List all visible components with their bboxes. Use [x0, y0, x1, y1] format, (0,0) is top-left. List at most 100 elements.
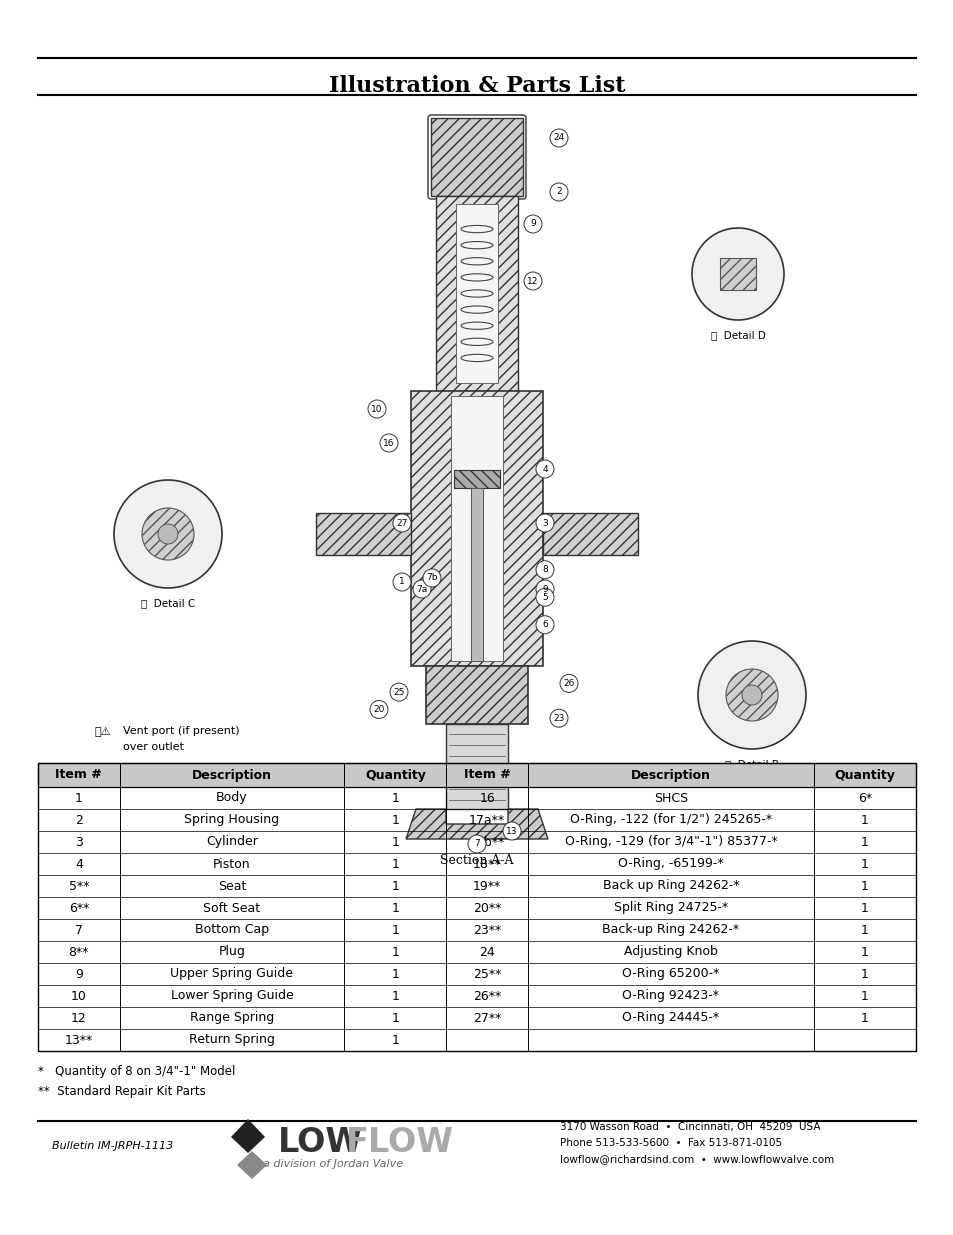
Circle shape: [536, 561, 554, 579]
Bar: [471, 488, 482, 661]
Text: Return Spring: Return Spring: [189, 1034, 274, 1046]
Text: Description: Description: [630, 768, 710, 782]
Text: Cylinder: Cylinder: [206, 836, 257, 848]
Text: 20**: 20**: [473, 902, 501, 914]
Text: 18**: 18**: [473, 857, 501, 871]
Text: a division of Jordan Valve: a division of Jordan Valve: [263, 1158, 402, 1170]
Text: *   Quantity of 8 on 3/4"-1" Model: * Quantity of 8 on 3/4"-1" Model: [38, 1065, 235, 1078]
Text: Section A-A: Section A-A: [439, 853, 514, 867]
Circle shape: [536, 580, 554, 598]
Text: 1: 1: [391, 924, 399, 936]
Text: 1: 1: [75, 792, 83, 804]
Text: Soft Seat: Soft Seat: [203, 902, 260, 914]
Text: Ⓢ⚠: Ⓢ⚠: [95, 726, 112, 736]
Circle shape: [523, 215, 541, 233]
Text: 12: 12: [527, 277, 538, 285]
Text: 1: 1: [391, 967, 399, 981]
Circle shape: [502, 823, 520, 840]
Text: Bottom Cap: Bottom Cap: [194, 924, 269, 936]
Text: 1: 1: [861, 946, 868, 958]
Text: 9: 9: [541, 584, 547, 594]
Circle shape: [393, 514, 411, 532]
Bar: [451, 396, 502, 661]
Text: 7b: 7b: [426, 573, 437, 583]
Circle shape: [550, 128, 567, 147]
Text: 3: 3: [75, 836, 83, 848]
Text: 8: 8: [541, 566, 547, 574]
Text: 5: 5: [541, 593, 547, 601]
Circle shape: [536, 588, 554, 606]
Circle shape: [550, 709, 567, 727]
Text: 1: 1: [398, 578, 404, 587]
Text: 6: 6: [541, 620, 547, 630]
Text: 2: 2: [556, 188, 561, 196]
Text: 3170 Wasson Road  •  Cincinnati, OH  45209  USA
Phone 513-533-5600  •  Fax 513-8: 3170 Wasson Road • Cincinnati, OH 45209 …: [559, 1123, 833, 1163]
Text: 1: 1: [391, 836, 399, 848]
Text: 1: 1: [391, 902, 399, 914]
Text: 1: 1: [391, 879, 399, 893]
Text: Split Ring 24725-*: Split Ring 24725-*: [613, 902, 727, 914]
Text: 1: 1: [861, 879, 868, 893]
Text: 1: 1: [391, 814, 399, 826]
Circle shape: [536, 459, 554, 478]
Text: 5**: 5**: [69, 879, 89, 893]
Bar: [431, 119, 522, 196]
Text: O-Ring 24445-*: O-Ring 24445-*: [621, 1011, 719, 1025]
Text: 17a**: 17a**: [469, 814, 505, 826]
Text: 1: 1: [391, 792, 399, 804]
Text: O-Ring, -129 (for 3/4"-1") 85377-*: O-Ring, -129 (for 3/4"-1") 85377-*: [564, 836, 777, 848]
Text: Item #: Item #: [463, 768, 510, 782]
Bar: [315, 513, 411, 555]
Text: Plug: Plug: [218, 946, 245, 958]
Text: 1: 1: [861, 967, 868, 981]
Text: over outlet: over outlet: [123, 742, 184, 752]
Text: 3: 3: [541, 519, 547, 527]
Circle shape: [559, 674, 578, 693]
Text: Seat: Seat: [217, 879, 246, 893]
Text: 16: 16: [478, 792, 495, 804]
Text: Ⓢ  Detail B: Ⓢ Detail B: [724, 760, 779, 769]
Text: Item #: Item #: [55, 768, 102, 782]
Text: 19**: 19**: [473, 879, 501, 893]
Bar: [446, 724, 507, 809]
Text: Vent port (if present): Vent port (if present): [123, 726, 239, 736]
Text: Quantity: Quantity: [364, 768, 425, 782]
Text: 1: 1: [861, 902, 868, 914]
Text: 23**: 23**: [473, 924, 501, 936]
Text: Upper Spring Guide: Upper Spring Guide: [171, 967, 294, 981]
Text: 1: 1: [861, 924, 868, 936]
Circle shape: [550, 183, 567, 201]
Text: 4: 4: [75, 857, 83, 871]
Circle shape: [370, 700, 388, 719]
Text: 1: 1: [391, 1011, 399, 1025]
Circle shape: [390, 683, 408, 701]
Circle shape: [142, 508, 193, 559]
Text: Body: Body: [216, 792, 248, 804]
Text: 1: 1: [861, 1011, 868, 1025]
Text: Illustration & Parts List: Illustration & Parts List: [329, 75, 624, 98]
Text: Ⓢ  Detail D: Ⓢ Detail D: [710, 330, 764, 340]
Text: Spring Housing: Spring Housing: [184, 814, 279, 826]
Text: O-Ring, -122 (for 1/2") 245265-*: O-Ring, -122 (for 1/2") 245265-*: [569, 814, 771, 826]
Text: 26: 26: [562, 679, 574, 688]
Bar: [411, 391, 542, 666]
Text: 1: 1: [861, 989, 868, 1003]
Text: 1: 1: [861, 814, 868, 826]
Bar: [426, 666, 527, 724]
Text: 9: 9: [75, 967, 83, 981]
Text: Range Spring: Range Spring: [190, 1011, 274, 1025]
Text: 7a: 7a: [416, 584, 427, 594]
Text: Quantity: Quantity: [834, 768, 895, 782]
Text: Piston: Piston: [213, 857, 251, 871]
Text: 23: 23: [553, 714, 564, 722]
Circle shape: [536, 514, 554, 532]
Bar: [542, 513, 638, 555]
Text: Description: Description: [192, 768, 272, 782]
Text: Lower Spring Guide: Lower Spring Guide: [171, 989, 293, 1003]
Polygon shape: [231, 1119, 265, 1153]
Circle shape: [393, 573, 411, 592]
Text: 1: 1: [391, 946, 399, 958]
Text: 20: 20: [373, 705, 384, 714]
Text: O-Ring, -65199-*: O-Ring, -65199-*: [618, 857, 723, 871]
Bar: [436, 196, 517, 391]
